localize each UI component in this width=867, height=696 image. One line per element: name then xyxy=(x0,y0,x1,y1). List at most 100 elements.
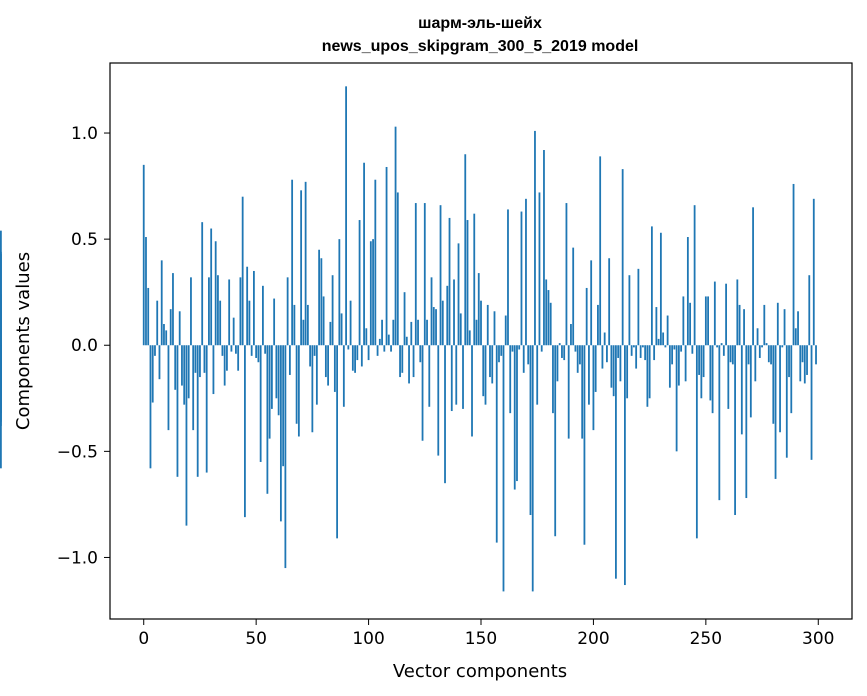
bar-100 xyxy=(367,345,370,361)
bar-172 xyxy=(529,345,532,516)
bar-296 xyxy=(808,275,811,346)
bar-267 xyxy=(743,309,745,346)
bar-128 xyxy=(430,277,433,346)
bar-122 xyxy=(417,319,419,346)
bar-72 xyxy=(304,181,307,346)
bar-276 xyxy=(763,304,766,346)
bar-29 xyxy=(208,277,210,346)
bar-90 xyxy=(345,86,347,346)
bar-191 xyxy=(572,247,575,346)
bar-154 xyxy=(489,345,491,378)
bar-281 xyxy=(774,345,777,479)
bar-175 xyxy=(536,345,539,405)
bar-33 xyxy=(217,275,219,346)
bar-278 xyxy=(767,345,770,363)
bar-284 xyxy=(781,345,784,348)
bar-247 xyxy=(698,345,700,375)
bar-137 xyxy=(450,345,453,412)
bar-250 xyxy=(704,296,707,346)
y-tick-label-1: 1.0 xyxy=(71,124,98,144)
bar-238 xyxy=(677,345,680,386)
x-tick-label-0: 0 xyxy=(138,629,149,649)
bar-86 xyxy=(336,345,338,539)
bar-271 xyxy=(752,207,754,346)
bar-135 xyxy=(446,285,449,346)
bar-undefined xyxy=(0,251,2,346)
bar-21 xyxy=(190,277,192,346)
bar-3 xyxy=(149,345,152,469)
bar-167 xyxy=(518,345,521,350)
bar-68 xyxy=(295,345,298,424)
bar-125 xyxy=(423,203,426,346)
bar-66 xyxy=(291,179,294,346)
bar-270 xyxy=(749,345,752,418)
bar-161 xyxy=(504,315,507,346)
bar-274 xyxy=(758,345,761,358)
bar-212 xyxy=(619,345,622,382)
bar-164 xyxy=(511,345,514,352)
bar-209 xyxy=(612,345,615,397)
bar-42 xyxy=(237,345,240,371)
bar-201 xyxy=(594,345,597,392)
bar-260 xyxy=(727,345,730,409)
bar-143 xyxy=(464,154,467,346)
y-axis-label: Components values xyxy=(13,252,34,430)
bar-202 xyxy=(597,304,599,346)
bar-282 xyxy=(776,302,779,346)
bar-76 xyxy=(313,345,316,356)
bar-211 xyxy=(617,345,620,358)
bar-106 xyxy=(381,319,383,346)
y-tick-label-0: 0.0 xyxy=(71,336,98,356)
bar-48 xyxy=(250,345,253,356)
bar-16 xyxy=(178,311,181,346)
bar-277 xyxy=(765,343,768,346)
bar-227 xyxy=(653,345,656,361)
bar-163 xyxy=(509,345,512,414)
bar-295 xyxy=(806,345,808,375)
bar-193 xyxy=(576,345,579,373)
bar-189 xyxy=(567,345,570,439)
bar-62 xyxy=(282,345,285,467)
bar-97 xyxy=(360,345,363,367)
bar-7 xyxy=(158,345,161,380)
bar-285 xyxy=(783,309,786,346)
bar-126 xyxy=(426,319,428,346)
bar-287 xyxy=(788,345,790,378)
bar-273 xyxy=(756,328,759,346)
bar-188 xyxy=(565,203,568,346)
bar-138 xyxy=(453,279,455,346)
bar-272 xyxy=(754,345,757,382)
bar-53 xyxy=(262,285,264,346)
bar-186 xyxy=(561,345,563,358)
bar-265 xyxy=(738,304,741,346)
bar-130 xyxy=(435,309,437,346)
bar-196 xyxy=(583,345,586,545)
bar-129 xyxy=(432,307,435,346)
bar-58 xyxy=(273,298,276,346)
bar-95 xyxy=(356,345,359,361)
bar-101 xyxy=(369,241,372,346)
bar-133 xyxy=(441,300,444,346)
bar-32 xyxy=(214,241,217,346)
bar-210 xyxy=(615,345,617,579)
bar-230 xyxy=(659,232,662,346)
bar-18 xyxy=(183,345,186,405)
bar-258 xyxy=(722,345,725,356)
bar-254 xyxy=(713,281,716,346)
x-axis-ticks: 0 50 100 150 200 250 300 xyxy=(138,619,834,649)
bar-264 xyxy=(736,279,739,346)
bar-55 xyxy=(266,345,269,494)
bar-38 xyxy=(228,279,231,346)
bar-178 xyxy=(543,150,545,346)
bar-149 xyxy=(477,273,480,346)
bar-283 xyxy=(779,345,781,433)
bar-127 xyxy=(428,345,431,407)
bar-114 xyxy=(399,345,401,378)
bar-185 xyxy=(558,343,561,346)
bar-199 xyxy=(590,260,593,346)
bar-102 xyxy=(372,239,374,346)
bar-17 xyxy=(181,345,183,386)
bar-179 xyxy=(545,279,548,346)
bar-152 xyxy=(484,345,487,405)
bar-213 xyxy=(621,169,624,346)
